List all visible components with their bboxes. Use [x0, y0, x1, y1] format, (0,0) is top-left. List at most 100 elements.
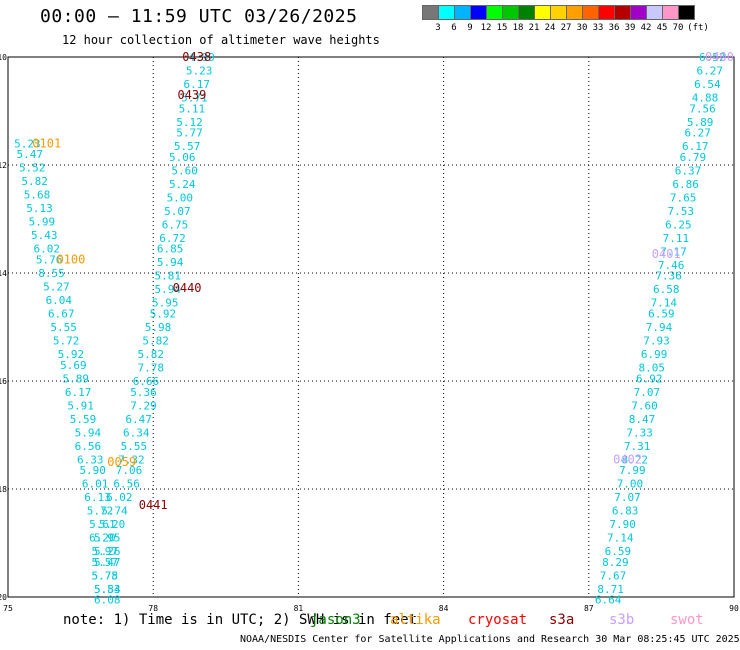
- swh-value: 5.94: [154, 283, 181, 296]
- swh-value: 6.83: [612, 505, 639, 518]
- swh-value: 5.57: [174, 140, 201, 153]
- swh-value: 6.33: [77, 453, 104, 466]
- swh-value: 5.77: [176, 127, 203, 140]
- legend-label: 42: [640, 23, 652, 33]
- x-tick-label: 75: [3, 604, 13, 613]
- swh-value: 5.59: [70, 413, 97, 426]
- swh-value: 6.37: [675, 164, 702, 177]
- swh-value: 6.02: [33, 243, 60, 256]
- swh-value: 5.99: [29, 216, 56, 229]
- swh-value: 7.99: [619, 464, 646, 477]
- swh-value: 5.12: [176, 116, 203, 129]
- swh-value: 5.90: [79, 464, 106, 477]
- swh-value: 6.64: [595, 594, 622, 607]
- swh-value: 6.52: [699, 51, 726, 64]
- swh-value: 7.94: [646, 321, 673, 334]
- swh-value: 5.47: [94, 556, 121, 569]
- swh-value: 7.65: [670, 191, 697, 204]
- swh-value: 5.36: [130, 386, 157, 399]
- pass-time-label: 0440: [173, 281, 202, 295]
- swh-value: 8.71: [597, 583, 624, 596]
- footer-note: note: 1) Time is in UTC; 2) SWH is in fe…: [63, 612, 418, 628]
- swh-value: 6.67: [48, 308, 75, 321]
- pass-time-label: 0441: [139, 498, 168, 512]
- y-tick-label: 12: [0, 161, 7, 170]
- legend-label: 15: [496, 23, 508, 33]
- swh-value: 8.55: [38, 267, 65, 280]
- swh-value: 5.06: [169, 151, 196, 164]
- satellite-label: altika: [390, 612, 441, 628]
- legend-labels: 3 6 9 12 15 18 21 24 27 30 33 36 39 42 45 70 (ft): [422, 23, 740, 35]
- pass-time-label: 0401: [652, 247, 681, 261]
- swh-value: 5.89: [63, 372, 90, 385]
- map-frame: [7, 56, 735, 598]
- swh-value: 8.47: [629, 413, 656, 426]
- swh-value: 5.75: [92, 569, 119, 582]
- swh-value: 5.07: [164, 205, 191, 218]
- swh-value: 6.17: [65, 386, 92, 399]
- x-tick-label: 84: [439, 604, 449, 613]
- swh-value: 7.29: [130, 399, 157, 412]
- swh-value: 6.34: [123, 426, 150, 439]
- swh-value: 7.07: [634, 386, 661, 399]
- swh-value: 7.56: [689, 102, 716, 115]
- swh-value: 7.07: [614, 491, 641, 504]
- swh-value: 7.90: [609, 518, 636, 531]
- swh-value: 6.99: [641, 348, 668, 361]
- swh-value: 6.08: [94, 594, 121, 607]
- swh-value: 6.27: [697, 65, 724, 78]
- legend-label: 6: [451, 23, 457, 33]
- page-subtitle: 12 hour collection of altimeter wave hei…: [62, 33, 380, 47]
- swh-value: 5.78: [92, 569, 119, 582]
- legend-label: 33: [592, 23, 604, 33]
- swh-value: 7.46: [658, 259, 685, 272]
- swh-value: 6.01: [82, 478, 109, 491]
- swh-value: 6.04: [46, 294, 73, 307]
- legend-label: 3: [435, 23, 441, 33]
- pass-time-label: 0101: [32, 136, 61, 150]
- swh-value: 5.95: [152, 297, 179, 310]
- swh-value: 5.68: [24, 189, 51, 202]
- legend-label: 27: [560, 23, 572, 33]
- legend-label: 9: [467, 23, 473, 33]
- swh-value: 5.91: [67, 399, 94, 412]
- pass-time-label: 0059: [107, 455, 136, 469]
- pass-time-label: 0438: [182, 50, 211, 64]
- swh-value: 5.76: [36, 254, 63, 267]
- satellite-label: s3b: [609, 612, 635, 628]
- swh-value: 5.81: [154, 270, 181, 283]
- x-tick-label: 90: [729, 604, 739, 613]
- pass-time-label: 0402: [613, 452, 642, 466]
- swh-value: 5.52: [19, 162, 46, 175]
- swh-value: 5.47: [17, 148, 44, 161]
- satellite-label: jason3: [310, 612, 361, 628]
- swh-value: 6.47: [125, 413, 152, 426]
- swh-value: 5.82: [21, 175, 48, 188]
- legend-label: 45: [656, 23, 668, 33]
- swh-value: 5.61: [89, 518, 116, 531]
- swh-value: 7.36: [655, 270, 682, 283]
- swh-value: 8.29: [602, 556, 629, 569]
- legend-swatches: [422, 5, 695, 20]
- swh-value: 5.60: [171, 164, 198, 177]
- legend-label: 36: [608, 23, 620, 33]
- swh-value: 5.26: [94, 545, 121, 558]
- swh-value: 5.13: [26, 202, 53, 215]
- swh-value: 5.55: [50, 321, 77, 334]
- swh-value: 6.59: [605, 545, 632, 558]
- pass-time-label: 0100: [56, 253, 85, 267]
- swh-value: 6.20: [89, 532, 116, 545]
- swh-value: 7.31: [624, 440, 651, 453]
- swh-value: 6.17: [682, 140, 709, 153]
- legend-label: 12: [480, 23, 492, 33]
- swh-value: 7.93: [643, 335, 670, 348]
- swh-value: 5.74: [101, 505, 128, 518]
- swh-value: 5.53: [94, 583, 121, 596]
- pass-time-label: 0400: [705, 50, 734, 64]
- swh-value: 6.56: [75, 440, 102, 453]
- legend-label: 21: [528, 23, 540, 33]
- swh-value: 5.55: [121, 440, 148, 453]
- swh-value: 7.32: [118, 453, 145, 466]
- satellite-label: s3a: [549, 612, 575, 628]
